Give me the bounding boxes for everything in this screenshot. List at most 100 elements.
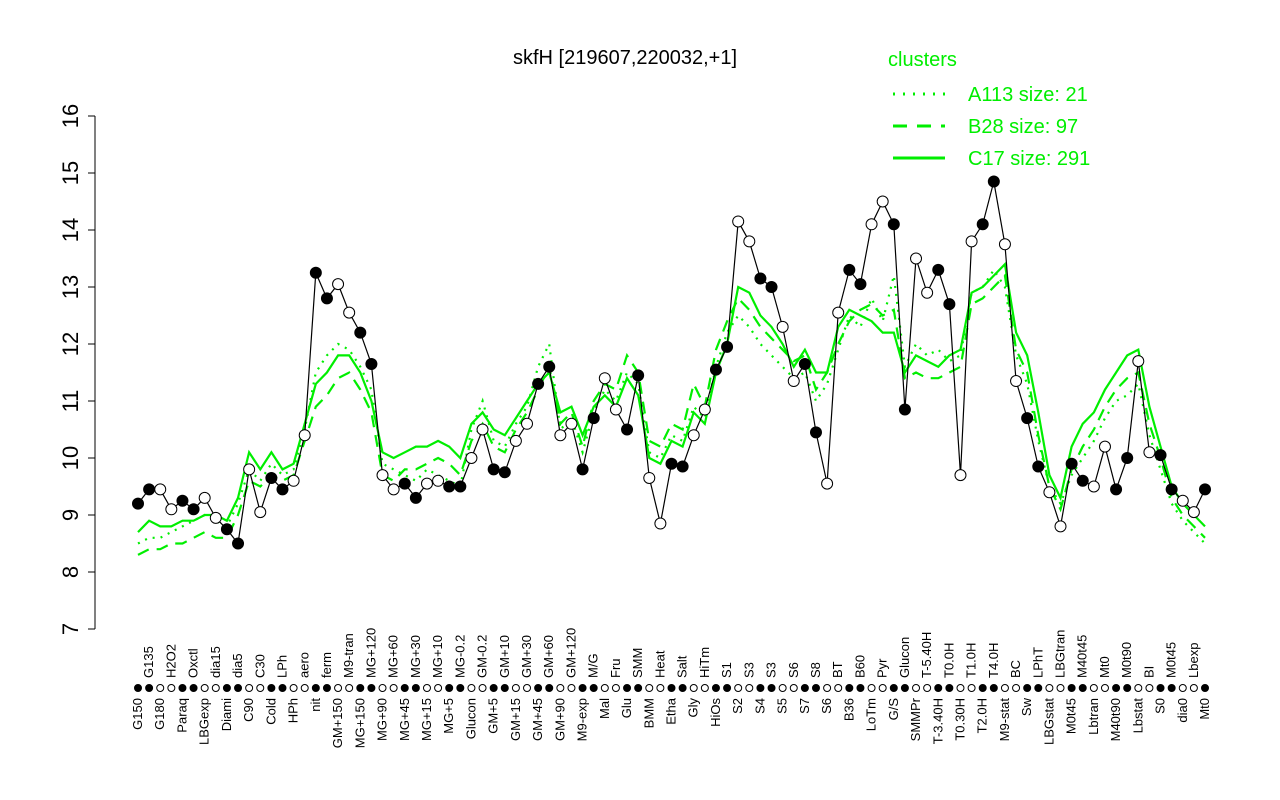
x-tick-label: LBGtran — [1053, 630, 1068, 678]
category-marker — [1100, 684, 1109, 692]
x-tick-label: MG+120 — [363, 628, 378, 678]
data-point — [143, 483, 156, 496]
category-marker — [267, 684, 276, 692]
category-marker — [912, 684, 921, 692]
category-marker — [278, 684, 287, 692]
category-marker — [445, 684, 454, 692]
x-tick-label: M40t90 — [1108, 698, 1123, 741]
y-tick-label: 14 — [58, 218, 83, 242]
category-marker — [589, 684, 598, 692]
data-point — [1176, 494, 1189, 507]
data-point — [165, 503, 178, 516]
data-point — [765, 281, 778, 293]
category-marker — [411, 684, 420, 692]
x-tick-label: S2 — [730, 698, 745, 714]
data-point — [532, 377, 545, 390]
x-axis: G150 G135 G180 H2O2 Paraq Oxctl LBGexp dia15 Dia… — [130, 628, 1212, 748]
category-marker — [1067, 684, 1076, 692]
category-marker — [889, 684, 898, 692]
category-marker — [845, 684, 854, 692]
category-marker — [745, 684, 754, 692]
x-tick-label: Sw — [1019, 697, 1034, 716]
cluster-lines — [137, 261, 1206, 556]
x-tick-label: Gly — [686, 698, 701, 718]
category-marker — [222, 684, 231, 692]
category-marker — [656, 684, 665, 692]
x-tick-label: S1 — [719, 662, 734, 678]
data-point — [454, 480, 467, 493]
category-marker — [867, 684, 876, 692]
data-point — [621, 423, 634, 436]
data-point — [443, 480, 456, 493]
x-tick-label: BC — [1008, 660, 1023, 678]
data-point — [587, 412, 600, 425]
data-point — [432, 474, 445, 487]
data-point — [209, 511, 222, 524]
data-point — [487, 463, 500, 476]
x-tick-label: G/S — [886, 698, 901, 721]
data-point — [921, 286, 934, 299]
x-tick-label: M0t45 — [1064, 698, 1079, 734]
x-tick-label: LBGexp — [197, 698, 212, 745]
x-tick-label: S7 — [797, 698, 812, 714]
category-marker — [634, 684, 643, 692]
x-tick-label: HiTm — [697, 647, 712, 678]
x-tick-label: C90 — [241, 698, 256, 722]
category-marker — [500, 684, 509, 692]
data-point — [1087, 480, 1100, 493]
category-marker — [856, 684, 865, 692]
data-point — [320, 292, 333, 305]
x-tick-label: S6 — [786, 662, 801, 678]
x-tick-label: LBGstat — [1041, 698, 1056, 745]
data-point — [354, 326, 367, 339]
data-point — [465, 452, 478, 464]
x-tick-label: T0.30H — [952, 698, 967, 741]
category-marker — [378, 684, 387, 692]
data-point — [910, 252, 923, 265]
category-marker — [945, 684, 954, 692]
category-marker — [289, 684, 298, 692]
y-tick-label: 9 — [58, 509, 83, 521]
data-point — [521, 417, 534, 430]
category-marker — [434, 684, 443, 692]
category-marker — [489, 684, 498, 692]
category-marker — [567, 684, 576, 692]
category-marker — [334, 684, 343, 692]
x-tick-label: Paraq — [174, 698, 189, 733]
data-point — [821, 477, 834, 490]
category-marker — [700, 684, 709, 692]
category-marker — [1078, 684, 1087, 692]
x-tick-label: C30 — [252, 654, 267, 678]
category-marker — [1112, 684, 1121, 692]
x-tick-label: GM+10 — [497, 635, 512, 678]
category-marker — [1145, 684, 1154, 692]
legend-label-c17: C17 size: 291 — [968, 148, 1090, 170]
x-tick-label: M/G — [586, 653, 601, 678]
x-tick-label: T0.0H — [941, 643, 956, 678]
data-point — [665, 457, 678, 470]
category-marker — [200, 684, 209, 692]
data-point — [954, 469, 967, 482]
category-marker — [1023, 684, 1032, 692]
category-marker — [300, 684, 309, 692]
data-point — [543, 360, 556, 373]
x-tick-label: HiOs — [708, 698, 723, 727]
category-marker — [345, 684, 354, 692]
x-tick-label: M9-stat — [997, 698, 1012, 742]
category-marker — [600, 684, 609, 692]
y-tick-label: 16 — [58, 104, 83, 128]
category-marker — [1034, 684, 1043, 692]
data-point — [654, 517, 667, 530]
x-tick-label: GM+5 — [486, 698, 501, 734]
data-point — [854, 278, 867, 291]
data-point — [498, 466, 511, 479]
category-marker — [311, 684, 320, 692]
category-marker — [1189, 684, 1198, 692]
x-tick-label: dia0 — [1175, 698, 1190, 723]
category-marker — [989, 684, 998, 692]
x-tick-label: Lbexp — [1186, 643, 1201, 678]
x-tick-label: T1.0H — [964, 643, 979, 678]
category-marker — [756, 684, 765, 692]
category-marker — [534, 684, 543, 692]
